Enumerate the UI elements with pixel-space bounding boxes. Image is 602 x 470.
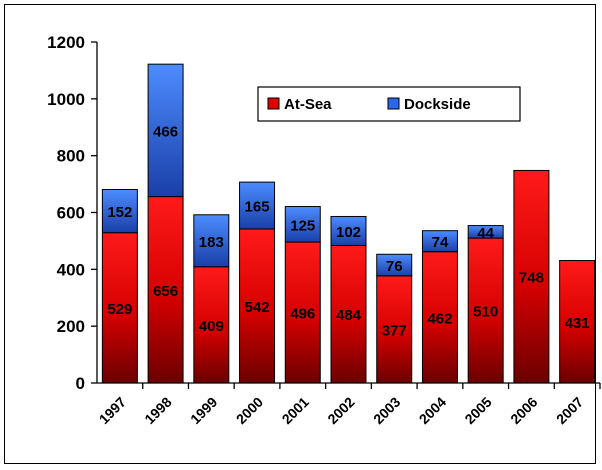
data-label-at-sea-2003: 377 <box>382 322 407 339</box>
x-tick-label-2005: 2005 <box>461 394 494 427</box>
data-label-dockside-2003: 76 <box>386 258 403 275</box>
data-label-dockside-1997: 152 <box>107 204 132 221</box>
data-label-dockside-2004: 74 <box>432 234 449 251</box>
x-tick-label-2006: 2006 <box>507 394 540 427</box>
data-label-at-sea-1997: 529 <box>107 301 132 318</box>
data-label-at-sea-2001: 496 <box>290 306 315 323</box>
y-tick-label: 1200 <box>47 33 85 52</box>
data-label-dockside-2005: 44 <box>477 225 494 242</box>
x-tick-label-1999: 1999 <box>187 394 220 427</box>
legend-swatch-dockside <box>387 97 400 110</box>
y-tick-label: 0 <box>76 374 85 393</box>
legend: At-Sea Dockside <box>257 86 521 122</box>
bar-dockside-2001 <box>284 206 321 243</box>
bar-at-sea-2006 <box>513 169 550 384</box>
y-tick-label: 1000 <box>47 90 85 109</box>
data-label-dockside-2001: 125 <box>290 217 315 234</box>
bar-dockside-2004 <box>421 230 458 253</box>
data-label-dockside-1998: 466 <box>153 123 178 140</box>
data-label-dockside-2000: 165 <box>245 199 270 216</box>
x-tick-label-1997: 1997 <box>96 394 129 427</box>
bar-at-sea-1998 <box>147 196 184 384</box>
bar-dockside-2003 <box>376 253 413 277</box>
data-label-at-sea-2005: 510 <box>473 304 498 321</box>
bar-at-sea-2003 <box>376 275 413 384</box>
x-axis: 1997 1998 1999 2000 2001 2002 2003 2004 2005 2006… <box>96 382 601 427</box>
bar-at-sea-2004 <box>421 251 458 384</box>
bar-dockside-2002 <box>330 215 367 246</box>
x-tick-label-2001: 2001 <box>279 394 312 427</box>
data-label-at-sea-2002: 484 <box>336 307 362 324</box>
y-tick-label: 400 <box>57 260 85 279</box>
bar-dockside-1998 <box>147 63 184 198</box>
y-tick-label: 600 <box>57 204 85 223</box>
data-label-at-sea-2004: 462 <box>427 310 452 327</box>
data-label-at-sea-2000: 542 <box>245 299 270 316</box>
bar-dockside-1997 <box>101 188 138 234</box>
y-axis: 0 200 400 600 800 1000 1200 <box>47 33 98 393</box>
x-tick-label-2003: 2003 <box>370 394 403 427</box>
bar-dockside-2005 <box>467 225 504 239</box>
bar-at-sea-2007 <box>559 260 596 384</box>
x-tick-label-2002: 2002 <box>324 394 357 427</box>
legend-swatch-at-sea <box>267 97 280 110</box>
x-tick-label-2004: 2004 <box>416 394 449 427</box>
data-label-at-sea-1998: 656 <box>153 283 178 300</box>
legend-label-at-sea: At-Sea <box>284 96 332 113</box>
x-tick-label-1998: 1998 <box>141 394 174 427</box>
x-tick-label-2007: 2007 <box>553 394 586 427</box>
y-tick-label: 200 <box>57 317 85 336</box>
bar-at-sea-1999 <box>193 266 230 384</box>
bar-dockside-2000 <box>239 181 276 230</box>
x-tick-label-2000: 2000 <box>233 394 266 427</box>
bars-group: 152 529 466 656 183 409 165 542 125 496 102 484 76 37… <box>101 63 596 384</box>
data-label-at-sea-1999: 409 <box>199 318 224 335</box>
bar-dockside-1999 <box>193 214 230 268</box>
data-label-dockside-1999: 183 <box>199 234 224 251</box>
data-label-at-sea-2007: 431 <box>565 315 590 332</box>
data-label-dockside-2002: 102 <box>336 224 361 241</box>
y-tick-label: 800 <box>57 147 85 166</box>
legend-label-dockside: Dockside <box>404 96 471 113</box>
data-label-at-sea-2006: 748 <box>519 270 544 287</box>
bar-at-sea-2002 <box>330 244 367 384</box>
